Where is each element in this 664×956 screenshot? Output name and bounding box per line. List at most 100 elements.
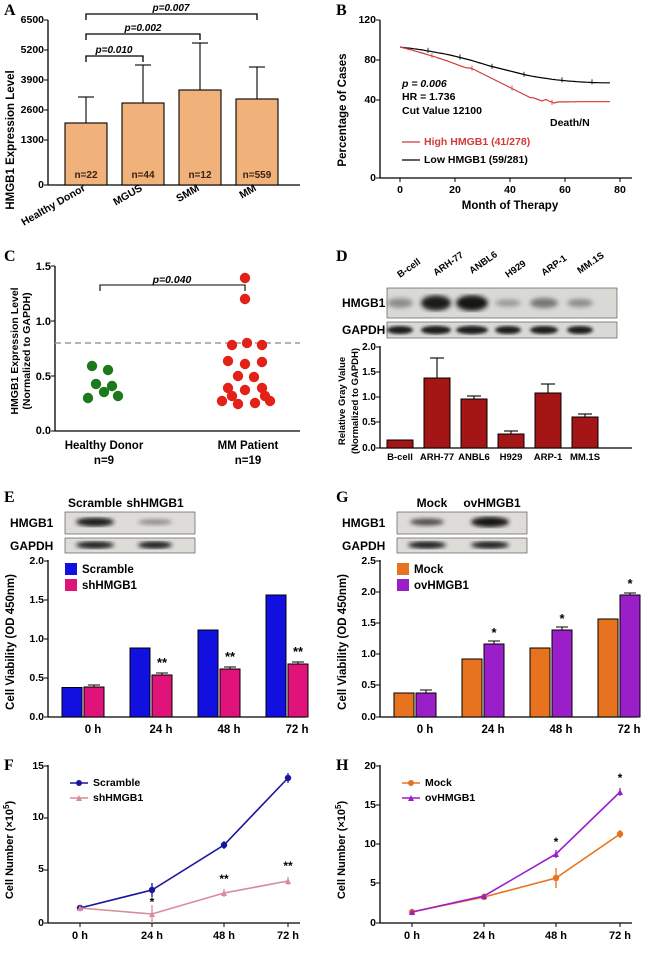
svg-text:B-cell: B-cell: [395, 257, 423, 281]
svg-text:ovHMGB1: ovHMGB1: [463, 496, 521, 510]
svg-text:40: 40: [504, 184, 516, 196]
svg-text:6500: 6500: [21, 14, 45, 26]
svg-text:2.0: 2.0: [29, 555, 44, 567]
svg-text:Mock: Mock: [414, 564, 444, 576]
svg-text:Cut Value 12100: Cut Value 12100: [402, 105, 482, 117]
svg-text:120: 120: [358, 14, 376, 26]
svg-text:0.0: 0.0: [36, 425, 51, 437]
svg-text:1.5: 1.5: [36, 261, 51, 273]
svg-text:shHMGB1: shHMGB1: [82, 580, 138, 592]
svg-text:*: *: [554, 835, 559, 849]
svg-text:20: 20: [449, 184, 461, 196]
svg-text:1.5: 1.5: [361, 617, 376, 629]
svg-text:5: 5: [38, 863, 44, 875]
svg-text:2600: 2600: [21, 104, 45, 116]
svg-text:HMGB1 Expression Level: HMGB1 Expression Level: [9, 287, 21, 414]
svg-text:0.5: 0.5: [361, 679, 376, 691]
svg-text:Low HMGB1 (59/281): Low HMGB1 (59/281): [424, 154, 528, 166]
svg-text:Cell Viability (OD 450nm): Cell Viability (OD 450nm): [337, 574, 349, 710]
svg-text:72 h: 72 h: [277, 930, 299, 942]
svg-text:n=19: n=19: [235, 455, 262, 467]
svg-text:ARP-1: ARP-1: [534, 452, 563, 463]
svg-text:HMGB1 Expression Level: HMGB1 Expression Level: [5, 70, 17, 209]
svg-text:48 h: 48 h: [213, 930, 235, 942]
svg-text:80: 80: [364, 54, 376, 66]
svg-text:Scramble: Scramble: [82, 564, 134, 576]
svg-text:ANBL6: ANBL6: [458, 452, 490, 463]
svg-text:5200: 5200: [21, 44, 45, 56]
svg-text:0 h: 0 h: [404, 930, 420, 942]
svg-text:**: **: [225, 649, 236, 664]
svg-text:0: 0: [370, 172, 376, 184]
svg-text:72 h: 72 h: [609, 930, 631, 942]
svg-text:24 h: 24 h: [481, 724, 504, 736]
svg-text:*: *: [491, 625, 497, 640]
svg-text:Cell Number (×105): Cell Number (×105): [334, 801, 349, 900]
svg-text:72 h: 72 h: [617, 724, 640, 736]
svg-text:Cell Number (×105): Cell Number (×105): [2, 801, 17, 900]
svg-text:*: *: [150, 895, 155, 909]
svg-text:1.0: 1.0: [361, 648, 376, 660]
svg-text:Cell Viability (OD 450nm): Cell Viability (OD 450nm): [5, 574, 17, 710]
svg-text:3900: 3900: [21, 74, 45, 86]
svg-text:0 h: 0 h: [85, 724, 102, 736]
svg-text:15: 15: [364, 799, 376, 811]
svg-text:p=0.010: p=0.010: [95, 45, 133, 56]
svg-text:10: 10: [364, 838, 376, 850]
svg-text:1.0: 1.0: [29, 633, 44, 645]
svg-text:**: **: [157, 655, 168, 670]
svg-text:0: 0: [38, 917, 44, 929]
svg-text:0: 0: [397, 184, 403, 196]
svg-text:0.0: 0.0: [362, 443, 376, 454]
svg-text:B-cell: B-cell: [387, 452, 413, 463]
svg-text:0 h: 0 h: [417, 724, 434, 736]
svg-text:n=12: n=12: [188, 170, 212, 181]
svg-text:*: *: [559, 611, 565, 626]
svg-text:24 h: 24 h: [473, 930, 495, 942]
svg-text:GAPDH: GAPDH: [342, 539, 385, 553]
svg-text:*: *: [618, 771, 623, 785]
svg-text:HMGB1: HMGB1: [342, 516, 386, 530]
svg-text:24 h: 24 h: [141, 930, 163, 942]
svg-text:*: *: [627, 576, 633, 591]
svg-text:n=22: n=22: [74, 170, 98, 181]
svg-text:0.5: 0.5: [29, 672, 44, 684]
svg-text:2.0: 2.0: [361, 586, 376, 598]
svg-text:48 h: 48 h: [545, 930, 567, 942]
svg-text:n=559: n=559: [243, 170, 272, 181]
svg-text:MM.1S: MM.1S: [570, 452, 600, 463]
svg-text:Relative Gray Value: Relative Gray Value: [337, 357, 348, 445]
svg-text:High HMGB1 (41/278): High HMGB1 (41/278): [424, 136, 530, 148]
svg-text:Scramble: Scramble: [68, 496, 122, 510]
svg-text:40: 40: [364, 94, 376, 106]
svg-text:48 h: 48 h: [549, 724, 572, 736]
svg-text:0: 0: [38, 179, 44, 191]
svg-text:shHMGB1: shHMGB1: [126, 496, 184, 510]
svg-text:(Normalized to GAPDH): (Normalized to GAPDH): [21, 292, 33, 409]
svg-text:shHMGB1: shHMGB1: [93, 792, 143, 804]
svg-text:ARP-1: ARP-1: [539, 253, 569, 279]
svg-text:0 h: 0 h: [72, 930, 88, 942]
svg-text:MM Patient: MM Patient: [218, 440, 279, 452]
svg-text:Scramble: Scramble: [93, 777, 140, 789]
svg-text:60: 60: [559, 184, 571, 196]
svg-text:**: **: [219, 872, 229, 886]
svg-text:ANBL6: ANBL6: [467, 249, 499, 276]
svg-text:ARH-77: ARH-77: [431, 250, 465, 279]
svg-text:ARH-77: ARH-77: [420, 452, 454, 463]
svg-text:1.0: 1.0: [36, 316, 51, 328]
svg-text:Healthy Donor: Healthy Donor: [19, 182, 87, 228]
svg-text:5: 5: [370, 877, 376, 889]
svg-text:HMGB1: HMGB1: [342, 296, 386, 310]
svg-text:GAPDH: GAPDH: [10, 539, 53, 553]
svg-text:Mock: Mock: [417, 496, 448, 510]
svg-text:1.5: 1.5: [29, 594, 44, 606]
svg-text:H929: H929: [503, 258, 528, 280]
svg-text:p=0.040: p=0.040: [152, 274, 192, 286]
svg-text:Month of Therapy: Month of Therapy: [462, 200, 559, 212]
svg-text:p=0.007: p=0.007: [152, 3, 190, 14]
svg-text:**: **: [283, 859, 293, 873]
svg-text:0.5: 0.5: [362, 417, 376, 428]
svg-text:0.0: 0.0: [29, 711, 44, 723]
svg-text:0: 0: [370, 917, 376, 929]
